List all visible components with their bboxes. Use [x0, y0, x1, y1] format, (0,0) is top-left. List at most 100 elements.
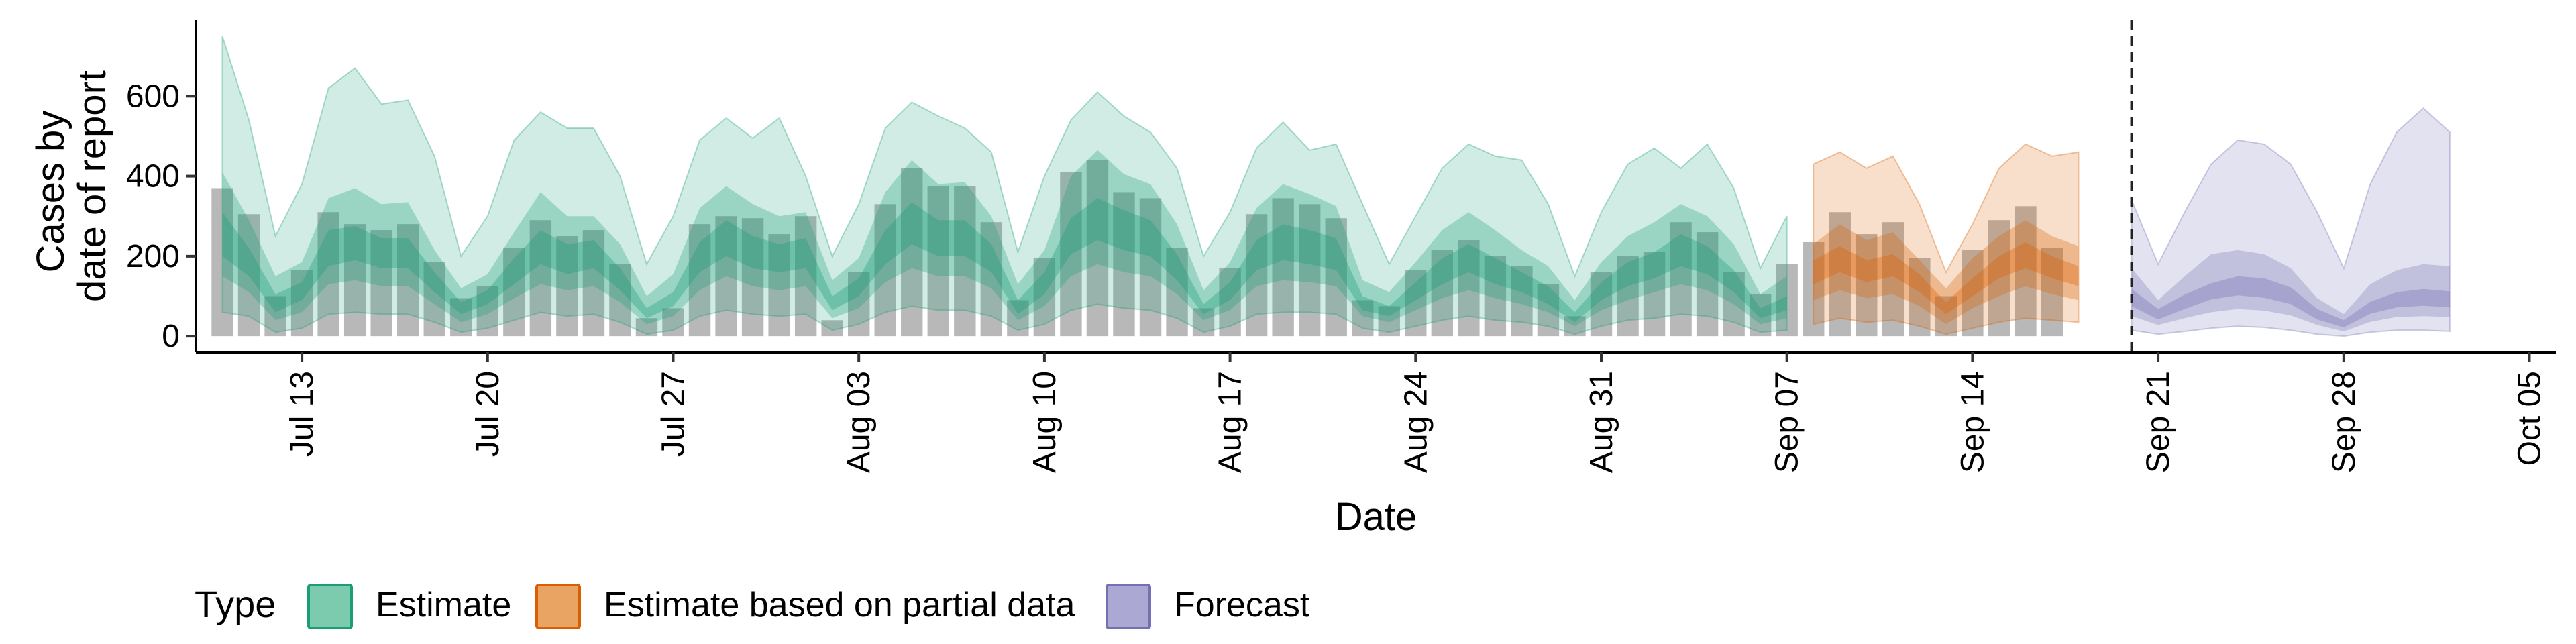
reported-cases-bar [237, 214, 260, 337]
legend-key-forecast [1106, 584, 1151, 629]
reported-cases-bar [1882, 222, 1904, 337]
reported-cases-bar [317, 212, 339, 337]
reported-cases-bar [1749, 294, 1772, 337]
reported-cases-bar [1537, 284, 1560, 337]
reported-cases-bar [1511, 266, 1533, 337]
reported-cases-bar [1696, 232, 1719, 337]
estimate-band-50 [222, 150, 1787, 327]
reported-cases-bar [662, 308, 684, 337]
reported-cases-bar [1617, 256, 1639, 337]
estimate-band-90 [221, 36, 1788, 335]
reported-cases-bar [1564, 316, 1586, 337]
legend-label-estimate-based-on-partial-data: Estimate based on partial data [604, 586, 1075, 625]
reported-cases-bar [1988, 220, 2010, 337]
x-tick-label: Sep 14 [1955, 371, 1990, 473]
x-tick-label: Aug 17 [1213, 371, 1248, 473]
reported-cases-bar [343, 224, 366, 337]
reported-cases-bar [741, 218, 764, 337]
x-tick-label: Sep 07 [1770, 371, 1805, 473]
estimate-based-on-partial-data-band-20 [1813, 242, 2079, 315]
x-tick-label: Aug 31 [1584, 371, 1619, 473]
x-tick-label: Aug 10 [1027, 371, 1063, 473]
reported-cases-bar [1484, 256, 1507, 337]
x-tick-label: Jul 27 [656, 371, 692, 457]
reported-cases-bar [1962, 250, 1984, 337]
reported-cases-bar [1086, 160, 1109, 337]
reported-cases-bar [874, 204, 896, 337]
reported-cases-bar [1856, 234, 1878, 337]
reported-cases-bar [397, 224, 419, 337]
legend-key-estimate [307, 584, 353, 629]
reported-cases-bar [529, 220, 552, 337]
reported-cases-bar [1272, 198, 1294, 337]
forecast-band-90 [2131, 107, 2451, 337]
legend-key-estimate-based-on-partial-data [535, 584, 581, 629]
reported-cases-bar [1935, 296, 1957, 337]
reported-cases-bar [954, 186, 976, 337]
reported-cases-bar [1670, 222, 1692, 337]
x-tick-label: Jul 13 [284, 371, 320, 457]
reported-cases-bar [927, 186, 949, 337]
x-tick-label: Aug 24 [1398, 371, 1434, 473]
reported-cases-bar [423, 262, 445, 337]
reported-cases-bar [609, 264, 631, 337]
x-tick-label: Sep 28 [2326, 371, 2362, 473]
reported-cases-bar [1245, 214, 1268, 337]
reported-cases-bar [1776, 264, 1798, 337]
estimate-band-20 [222, 198, 1787, 323]
reported-cases-bar [980, 222, 1003, 337]
reported-cases-bar [635, 318, 658, 337]
legend-label-forecast: Forecast [1174, 586, 1310, 625]
reported-cases-bar [1643, 252, 1666, 337]
reported-cases-bar [1139, 198, 1162, 337]
reported-cases-bar [1431, 250, 1454, 337]
x-tick-label: Oct 05 [2512, 371, 2547, 466]
y-axis-title-line-2: date of report [70, 70, 114, 302]
reported-cases-bar [503, 248, 525, 337]
reported-cases-bar [1325, 218, 1347, 337]
reported-cases-bar [476, 286, 499, 337]
x-axis-title: Date [1335, 495, 1417, 539]
y-axis-title-line-1: Cases by [29, 111, 72, 273]
x-tick-label: Jul 20 [470, 371, 506, 457]
reported-cases-bar [370, 230, 392, 337]
estimate-ribbons [221, 36, 2451, 337]
reported-cases-bar [1723, 272, 1745, 337]
reported-cases-bar [1298, 204, 1321, 337]
legend-title: Type [195, 583, 276, 625]
reported-cases-bar [794, 216, 817, 337]
y-tick-label: 400 [126, 159, 180, 195]
forecast-band-20 [2131, 276, 2450, 327]
y-tick-label: 600 [126, 78, 180, 114]
reported-cases-bar [582, 230, 605, 337]
forecast-band-50 [2131, 250, 2450, 331]
x-tick-label: Sep 21 [2141, 371, 2176, 473]
x-axis-ticks: Jul 13 Jul 20 Jul 27 Aug 03 Aug 10 Aug 17 Aug … [284, 352, 2547, 473]
x-tick-label: Aug 03 [841, 371, 877, 473]
reported-cases-bar [821, 320, 843, 337]
reported-cases-bar [1803, 241, 1825, 337]
reported-cases-bar [2041, 248, 2063, 337]
y-axis-ticks: 0 200 400 600 [126, 78, 196, 354]
reported-cases-bar [450, 298, 472, 337]
reported-cases-bar [1113, 192, 1135, 337]
reported-cases-bar [1219, 268, 1241, 337]
y-axis-title: Cases by date of report [29, 70, 114, 302]
estimate-based-on-partial-data-band-90 [1813, 143, 2080, 335]
reported-cases-bar [688, 224, 711, 337]
legend-label-estimate: Estimate [376, 586, 511, 625]
estimate-based-on-partial-data-band-50 [1813, 220, 2079, 325]
reported-cases-bar [211, 188, 233, 337]
reported-cases-bar [1378, 306, 1400, 337]
reported-cases-bar [768, 234, 790, 337]
reported-cases-bar [556, 236, 578, 337]
reported-cases-bar [290, 270, 313, 337]
reported-cases-bar [1458, 240, 1480, 337]
reported-cases-bar [1033, 258, 1056, 337]
reported-cases-bar [847, 272, 870, 337]
reported-cases-bar [2015, 206, 2037, 337]
reported-cases-bar [1060, 172, 1082, 337]
reported-cases-bar [1007, 300, 1029, 337]
reported-cases-bar [264, 296, 286, 337]
